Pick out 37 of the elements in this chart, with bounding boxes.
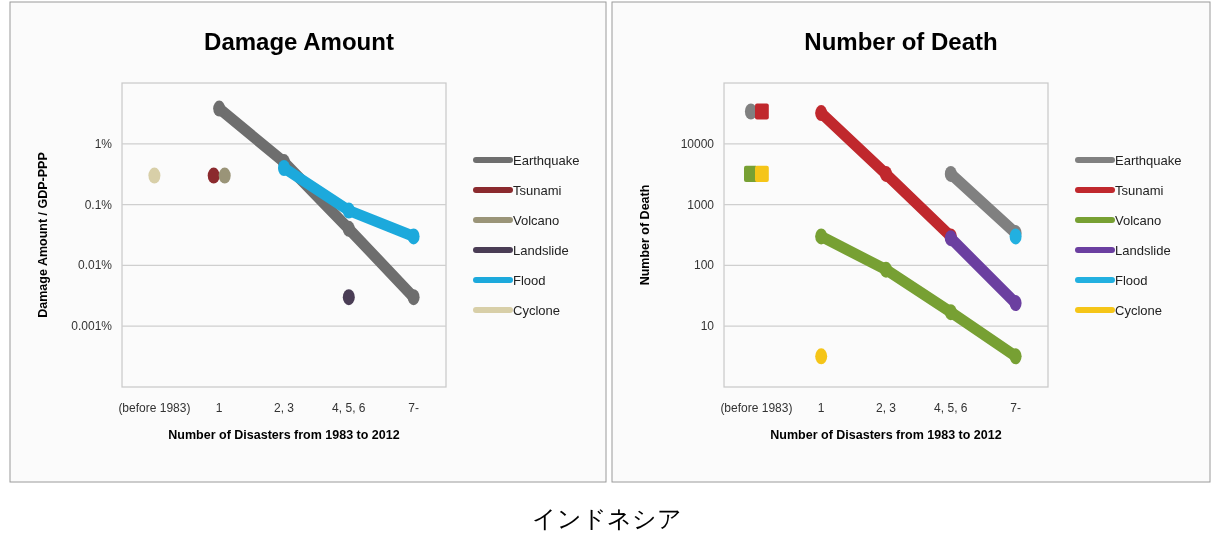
x-tick-label: 7- bbox=[1010, 401, 1021, 415]
x-tick-label: 1 bbox=[215, 401, 223, 415]
x-axis-title: Number of Disasters from 1983 to 2012 bbox=[770, 428, 1002, 442]
y-tick-label: 1% bbox=[94, 136, 113, 151]
y-axis-title: Damage Amount / GDP-PPP bbox=[36, 152, 50, 318]
x-tick-label: 2, 3 bbox=[875, 401, 897, 415]
legend-label: Flood bbox=[513, 273, 546, 288]
legend-label: Flood bbox=[1115, 273, 1148, 288]
x-axis-title: Number of Disasters from 1983 to 2012 bbox=[168, 428, 400, 442]
legend-label: Cyclone bbox=[1115, 303, 1162, 318]
y-tick-label: 10 bbox=[700, 319, 715, 334]
y-tick-label: 1000 bbox=[687, 197, 715, 212]
legend-label: Landslide bbox=[1115, 243, 1171, 258]
text: インドネシア bbox=[531, 506, 682, 532]
legend-label: Tsunami bbox=[1115, 183, 1164, 198]
y-tick-label: 0.001% bbox=[71, 319, 113, 334]
y-tick-label: 0.1% bbox=[84, 197, 113, 212]
x-tick-label: 2, 3 bbox=[273, 401, 295, 415]
legend-label: Volcano bbox=[1115, 213, 1162, 228]
legend-label: Tsunami bbox=[513, 183, 562, 198]
x-tick-label: 1 bbox=[817, 401, 825, 415]
legend-label: Landslide bbox=[513, 243, 569, 258]
legend-label: Cyclone bbox=[513, 303, 560, 318]
chart-title: Number of Death bbox=[804, 28, 998, 55]
y-tick-label: 100 bbox=[693, 258, 715, 273]
y-axis-title: Number of Death bbox=[638, 184, 652, 286]
legend-label: Earthquake bbox=[1115, 153, 1182, 168]
legend-label: Earthquake bbox=[513, 153, 580, 168]
x-tick-label: (before 1983) bbox=[118, 401, 191, 415]
x-tick-label: 7- bbox=[408, 401, 419, 415]
x-tick-label: 4, 5, 6 bbox=[332, 401, 366, 415]
legend-label: Volcano bbox=[513, 213, 560, 228]
x-tick-label: (before 1983) bbox=[720, 401, 793, 415]
chart-title: Damage Amount bbox=[204, 28, 394, 55]
x-tick-label: 4, 5, 6 bbox=[934, 401, 968, 415]
y-tick-label: 10000 bbox=[680, 136, 715, 151]
y-tick-label: 0.01% bbox=[77, 258, 113, 273]
